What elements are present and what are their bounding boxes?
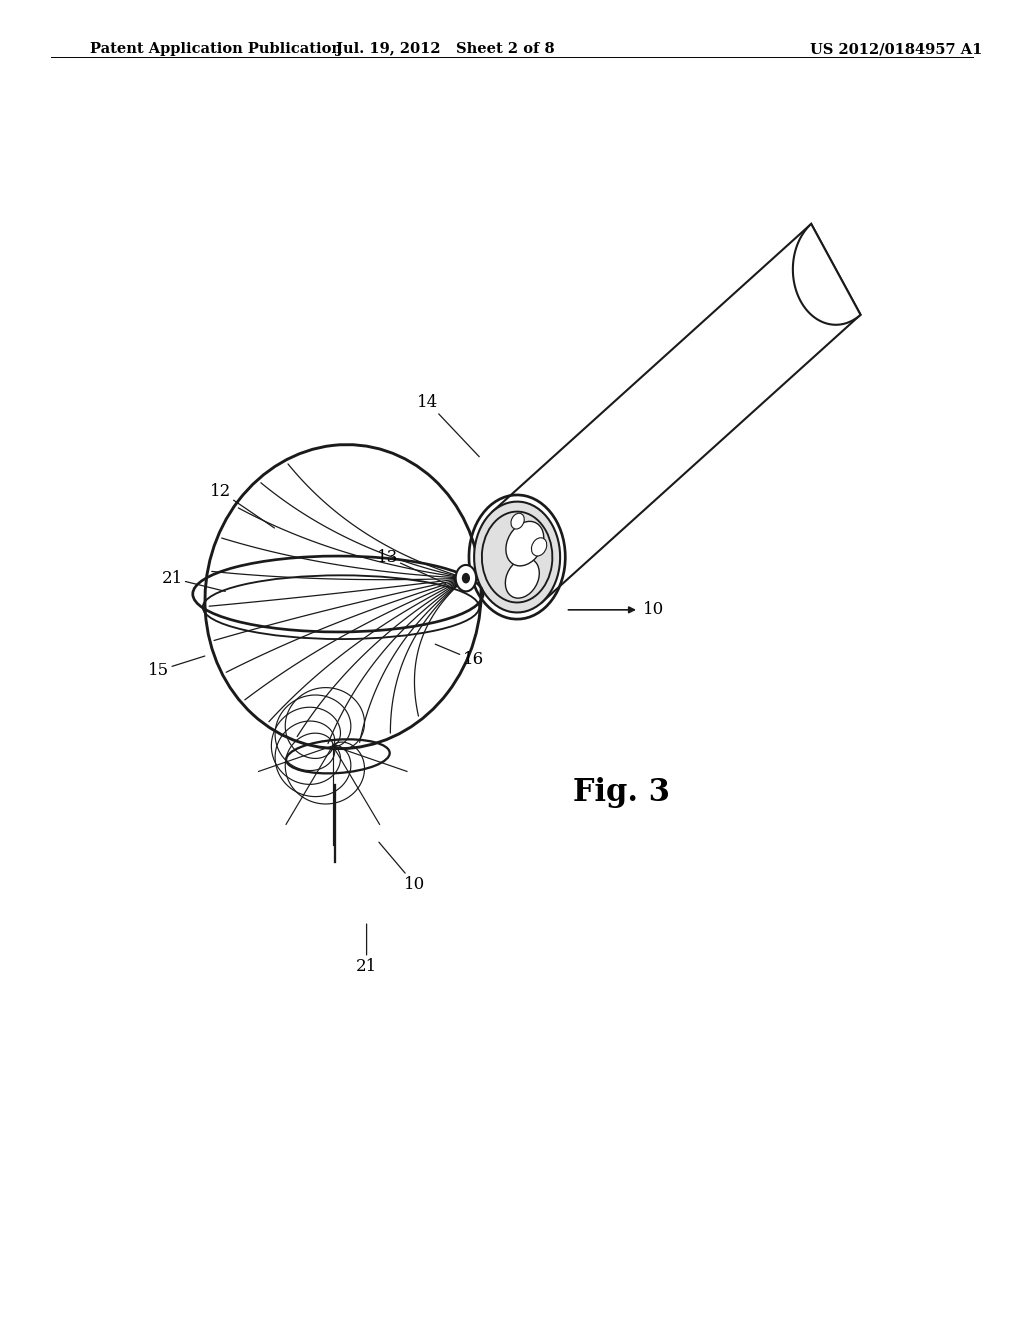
Circle shape — [456, 565, 476, 591]
Text: 21: 21 — [162, 570, 225, 591]
Polygon shape — [793, 224, 860, 325]
Ellipse shape — [531, 537, 547, 556]
Text: US 2012/0184957 A1: US 2012/0184957 A1 — [810, 42, 982, 57]
Text: 15: 15 — [148, 656, 205, 678]
Text: 21: 21 — [356, 924, 377, 974]
Text: 12: 12 — [210, 483, 274, 528]
Text: Patent Application Publication: Patent Application Publication — [90, 42, 342, 57]
Circle shape — [462, 573, 470, 583]
Text: Fig. 3: Fig. 3 — [573, 776, 671, 808]
Text: 14: 14 — [418, 395, 479, 457]
Text: 16: 16 — [435, 644, 483, 668]
Text: 13: 13 — [377, 549, 445, 583]
Text: Jul. 19, 2012   Sheet 2 of 8: Jul. 19, 2012 Sheet 2 of 8 — [336, 42, 555, 57]
Ellipse shape — [511, 513, 524, 529]
Polygon shape — [493, 224, 860, 602]
Ellipse shape — [474, 502, 560, 612]
Text: 10: 10 — [568, 602, 665, 618]
Text: 10: 10 — [379, 842, 425, 892]
Ellipse shape — [506, 521, 544, 566]
Ellipse shape — [505, 558, 540, 598]
